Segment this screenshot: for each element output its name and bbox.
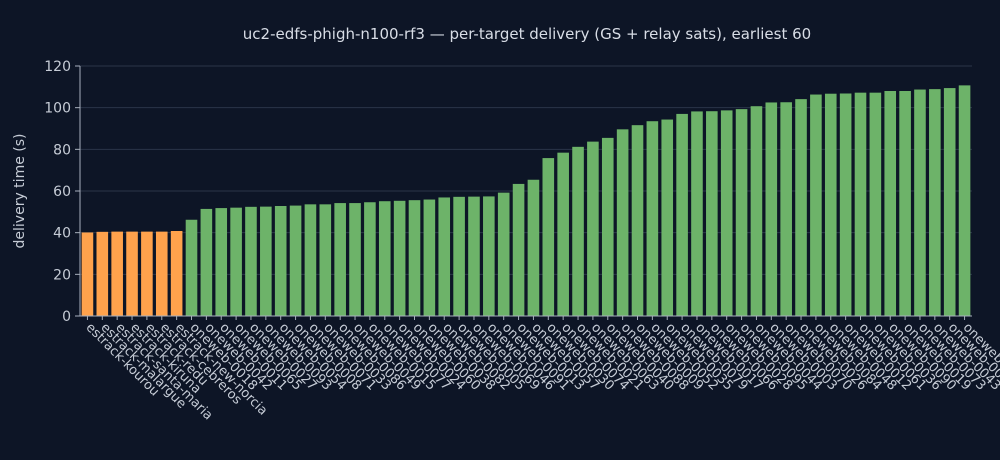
bar-relay <box>824 93 837 316</box>
bar-relay <box>349 203 361 316</box>
bar-relay <box>215 208 228 316</box>
bar-relay <box>230 207 242 316</box>
bar-relay <box>810 94 822 317</box>
bar-relay <box>393 200 406 316</box>
bar-gs <box>96 231 109 316</box>
bar-relay <box>497 192 510 316</box>
bar-relay <box>453 196 465 316</box>
bar-relay <box>943 88 956 316</box>
bar-gs <box>81 232 94 316</box>
bar-relay <box>468 196 480 316</box>
chart-title: uc2-edfs-phigh-n100-rf3 — per-target del… <box>243 25 811 43</box>
bar-relay <box>706 111 718 316</box>
bar-relay <box>735 109 748 316</box>
gridlines <box>80 65 972 317</box>
bar-relay <box>869 92 882 317</box>
bar-relay <box>542 158 555 316</box>
bars <box>81 85 971 317</box>
y-tick-label: 60 <box>53 184 71 200</box>
bar-relay <box>304 204 317 316</box>
bar-relay <box>483 196 495 316</box>
bar-relay <box>958 85 971 316</box>
bar-relay <box>423 199 436 316</box>
bar-gs <box>141 231 153 316</box>
bar-relay <box>854 92 867 317</box>
bar-relay <box>334 203 346 316</box>
y-tick-label: 100 <box>44 101 71 117</box>
bar-relay <box>661 119 674 317</box>
bar-gs <box>170 231 183 316</box>
bar-relay <box>572 146 584 316</box>
bar-relay <box>795 99 807 316</box>
bar-relay <box>839 93 852 316</box>
y-tick-label: 40 <box>53 226 71 242</box>
bar-relay <box>512 183 525 316</box>
bar-relay <box>527 179 540 316</box>
y-tick-label: 120 <box>44 59 71 75</box>
bar-relay <box>274 206 287 316</box>
bar-relay <box>185 219 198 316</box>
bar-relay <box>438 197 451 316</box>
bar-relay <box>260 206 272 316</box>
axes <box>79 66 972 317</box>
bar-relay <box>676 113 688 317</box>
y-axis-label: delivery time (s) <box>12 134 28 249</box>
y-tick-label: 0 <box>62 309 71 325</box>
bar-relay <box>914 89 926 317</box>
bar-relay <box>631 125 644 317</box>
bar-relay <box>750 106 763 316</box>
bar-relay <box>557 152 569 316</box>
bar-relay <box>289 205 302 316</box>
bar-relay <box>408 200 421 316</box>
bar-relay <box>899 91 911 316</box>
bar-relay <box>929 89 941 316</box>
bar-relay <box>691 111 703 317</box>
x-axis-ticks: estrack-kourouestrack-malargueestrack-sa… <box>83 316 1000 423</box>
bar-relay <box>319 204 332 316</box>
bar-relay <box>780 102 792 316</box>
bar-relay <box>200 208 213 316</box>
bar-relay <box>601 137 614 316</box>
bar-relay <box>720 110 733 316</box>
bar-relay <box>364 202 376 316</box>
y-tick-label: 80 <box>53 142 71 158</box>
bar-relay <box>884 91 897 316</box>
y-axis-ticks: 0 20 40 60 80 100 120 <box>44 59 80 325</box>
bar-relay <box>646 121 659 316</box>
bar-relay <box>245 206 257 316</box>
bar-gs <box>155 231 168 316</box>
bar-gs <box>126 231 138 316</box>
bar-relay <box>587 141 599 316</box>
bar-relay <box>616 129 629 316</box>
bar-gs <box>111 231 123 316</box>
y-tick-label: 20 <box>53 267 71 283</box>
bar-relay <box>378 201 391 316</box>
bar-relay <box>765 102 778 316</box>
